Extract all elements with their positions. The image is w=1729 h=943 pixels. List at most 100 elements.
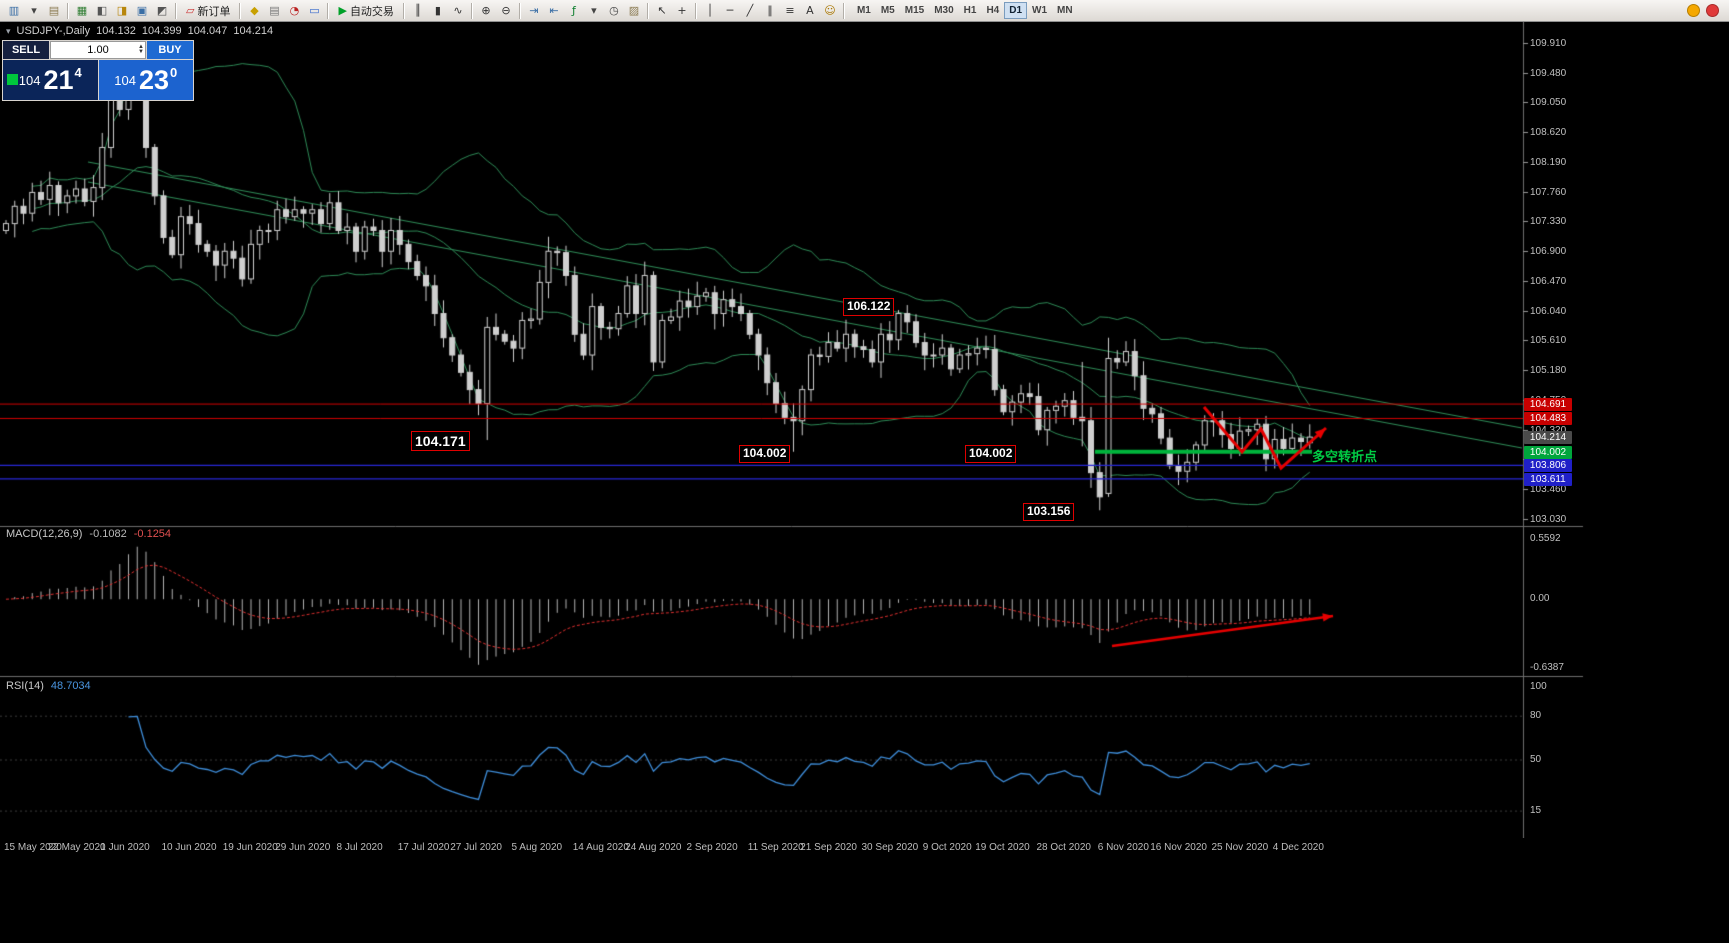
channel-icon[interactable]: ∥ — [760, 2, 780, 20]
date-label: 4 Dec 2020 — [1272, 842, 1324, 853]
record-icon[interactable] — [1706, 4, 1719, 17]
trendline-icon[interactable]: ╱ — [740, 2, 760, 20]
timeframe-m5-button[interactable]: M5 — [876, 2, 900, 19]
price-axis[interactable]: 109.910 109.480 109.050 108.620 108.190 107.7… — [1523, 22, 1593, 838]
line-chart-icon[interactable]: ∿ — [448, 2, 468, 20]
date-label: 6 Nov 2020 — [1097, 842, 1149, 853]
rsi-value: 48.7034 — [50, 680, 91, 692]
templates-icon-glyph: ▨ — [628, 4, 640, 17]
macd-scale-zero-label: 0.00 — [1530, 593, 1550, 604]
navigator-icon[interactable]: ◨ — [112, 2, 132, 20]
volume-stepper[interactable]: ▲ ▼ — [138, 42, 144, 58]
auto-scroll-icon[interactable]: ⇥ — [524, 2, 544, 20]
ohlc-open: 104.132 — [96, 25, 136, 37]
chart-shift-icon[interactable]: ⇤ — [544, 2, 564, 20]
toolbar: ▥ ▾ ▤ ▦ ◧ ◨ ▣ ◩ ▱ 新订单 ◆ ▤ ◔ ▭ ▶ 自动交易 ║ ▮ ∿ ⊕ ⊖ ⇥ ⇤ ƒ ▾ ◷ ▨ ↖ + │ ─ ╱ ∥ ≡ A… — [0, 0, 1729, 22]
templates-icon[interactable]: ▨ — [624, 2, 644, 20]
mailbox-icon-glyph: ▭ — [309, 4, 320, 17]
arrows-icon-glyph: ☺ — [824, 4, 836, 17]
buy-price-display[interactable]: 104 23 0 — [98, 60, 193, 100]
volume-field[interactable]: 1.00 ▲ ▼ — [50, 41, 146, 59]
strategy-tester-icon[interactable]: ◩ — [152, 2, 172, 20]
data-window-icon[interactable]: ◧ — [92, 2, 112, 20]
bar-chart-icon[interactable]: ║ — [408, 2, 428, 20]
price-tag: 103.611 — [1524, 472, 1572, 486]
macd-indicator-label: MACD(12,26,9) -0.1082 -0.1254 — [6, 528, 171, 540]
line-chart-icon-glyph: ∿ — [453, 4, 463, 17]
price-chart-canvas[interactable] — [0, 22, 1729, 943]
horizontal-line-icon[interactable]: ─ — [720, 2, 740, 20]
candlestick-chart-icon[interactable]: ▮ — [428, 2, 448, 20]
metaeditor-icon[interactable]: ◆ — [244, 2, 264, 20]
buy-button[interactable]: BUY — [147, 41, 193, 59]
zoom-out-icon-glyph: ⊖ — [501, 4, 511, 17]
periods-icon-glyph: ◷ — [609, 4, 619, 17]
chart-symbol: USDJPY-,Daily — [16, 25, 91, 37]
date-label: 8 Jul 2020 — [336, 842, 383, 853]
crosshair-icon[interactable]: + — [672, 2, 692, 20]
volume-value: 1.00 — [87, 44, 109, 56]
stepper-down-icon[interactable]: ▼ — [138, 49, 144, 55]
new-chart-icon[interactable]: ▥ — [4, 2, 24, 20]
autotrading-button[interactable]: ▶ 自动交易 — [332, 2, 399, 20]
new-order-button-label: 新订单 — [197, 5, 231, 18]
timeframe-m30-button[interactable]: M30 — [929, 2, 958, 19]
price-tick-label: 109.910 — [1530, 38, 1567, 49]
strategy-tester-icon-glyph: ◩ — [156, 4, 168, 17]
date-axis[interactable]: 15 May 2020 22 May 2020 1 Jun 2020 10 Jun 2… — [0, 838, 1729, 862]
timeframe-group: M1 M5 M15 M30 H1 H4 D1 W1 MN — [852, 2, 1078, 19]
new-order-glyph: ▱ — [186, 4, 195, 17]
profiles-icon-glyph: ▤ — [48, 4, 60, 17]
date-label: 25 Nov 2020 — [1211, 842, 1269, 853]
text-label-icon[interactable]: A — [800, 2, 820, 20]
indicators-icon[interactable]: ƒ — [564, 2, 584, 20]
sell-button[interactable]: SELL — [3, 41, 49, 59]
date-label: 17 Jul 2020 — [397, 842, 450, 853]
date-label: 11 Sep 2020 — [747, 842, 804, 853]
new-order-button[interactable]: ▱ 新订单 — [180, 2, 236, 20]
price-tick-label: 103.460 — [1530, 484, 1567, 496]
notification-icon[interactable] — [1687, 4, 1700, 17]
indicators-dropdown-icon[interactable]: ▾ — [584, 2, 604, 20]
zoom-in-icon[interactable]: ⊕ — [476, 2, 496, 20]
timeframe-h4-button[interactable]: H4 — [981, 2, 1004, 19]
sell-price-display[interactable]: 104 21 4 — [3, 60, 98, 100]
rsi-name: RSI(14) — [6, 680, 44, 692]
vertical-line-icon[interactable]: │ — [700, 2, 720, 20]
fibonacci-icon-glyph: ≡ — [785, 4, 795, 17]
price-tick-label: 108.190 — [1530, 156, 1567, 168]
macd-name: MACD(12,26,9) — [6, 528, 83, 540]
cursor-icon[interactable]: ↖ — [652, 2, 672, 20]
alerts-icon[interactable]: ◔ — [284, 2, 304, 20]
timeframe-d1-button[interactable]: D1 — [1004, 2, 1028, 19]
news-icon[interactable]: ▤ — [264, 2, 284, 20]
arrows-icon[interactable]: ☺ — [820, 2, 840, 20]
mailbox-icon[interactable]: ▭ — [304, 2, 324, 20]
date-label: 21 Sep 2020 — [800, 842, 857, 853]
terminal-icon[interactable]: ▣ — [132, 2, 152, 20]
stepper-up-icon[interactable]: ▲ — [138, 44, 144, 50]
market-watch-icon[interactable]: ▦ — [72, 2, 92, 20]
auto-scroll-icon-glyph: ⇥ — [529, 4, 539, 17]
price-tick-label: 108.620 — [1530, 127, 1567, 139]
periods-icon[interactable]: ◷ — [604, 2, 624, 20]
timeframe-h1-button[interactable]: H1 — [959, 2, 982, 19]
timeframe-m15-button[interactable]: M15 — [900, 2, 929, 19]
zoom-out-icon[interactable]: ⊖ — [496, 2, 516, 20]
rsi-scale-15-label: 15 — [1530, 805, 1542, 816]
crosshair-icon-glyph: + — [677, 4, 687, 17]
profiles-icon[interactable]: ▤ — [44, 2, 64, 20]
fibonacci-icon[interactable]: ≡ — [780, 2, 800, 20]
rsi-scale-50-label: 50 — [1530, 754, 1542, 765]
buy-price-main: 23 — [138, 64, 169, 95]
chart-symbol-info: ▾ USDJPY-,Daily 104.132 104.399 104.047 … — [6, 25, 273, 37]
terminal-icon-glyph: ▣ — [136, 4, 148, 17]
chart-list-dropdown-icon[interactable]: ▾ — [24, 2, 44, 20]
price-tick-label: 107.760 — [1530, 186, 1567, 198]
new-chart-icon-glyph: ▥ — [8, 4, 20, 17]
date-label: 14 Aug 2020 — [572, 842, 629, 853]
timeframe-w1-button[interactable]: W1 — [1027, 2, 1052, 19]
ohlc-close: 104.214 — [233, 25, 274, 37]
timeframe-mn-button[interactable]: MN — [1052, 2, 1078, 19]
timeframe-m1-button[interactable]: M1 — [852, 2, 876, 19]
